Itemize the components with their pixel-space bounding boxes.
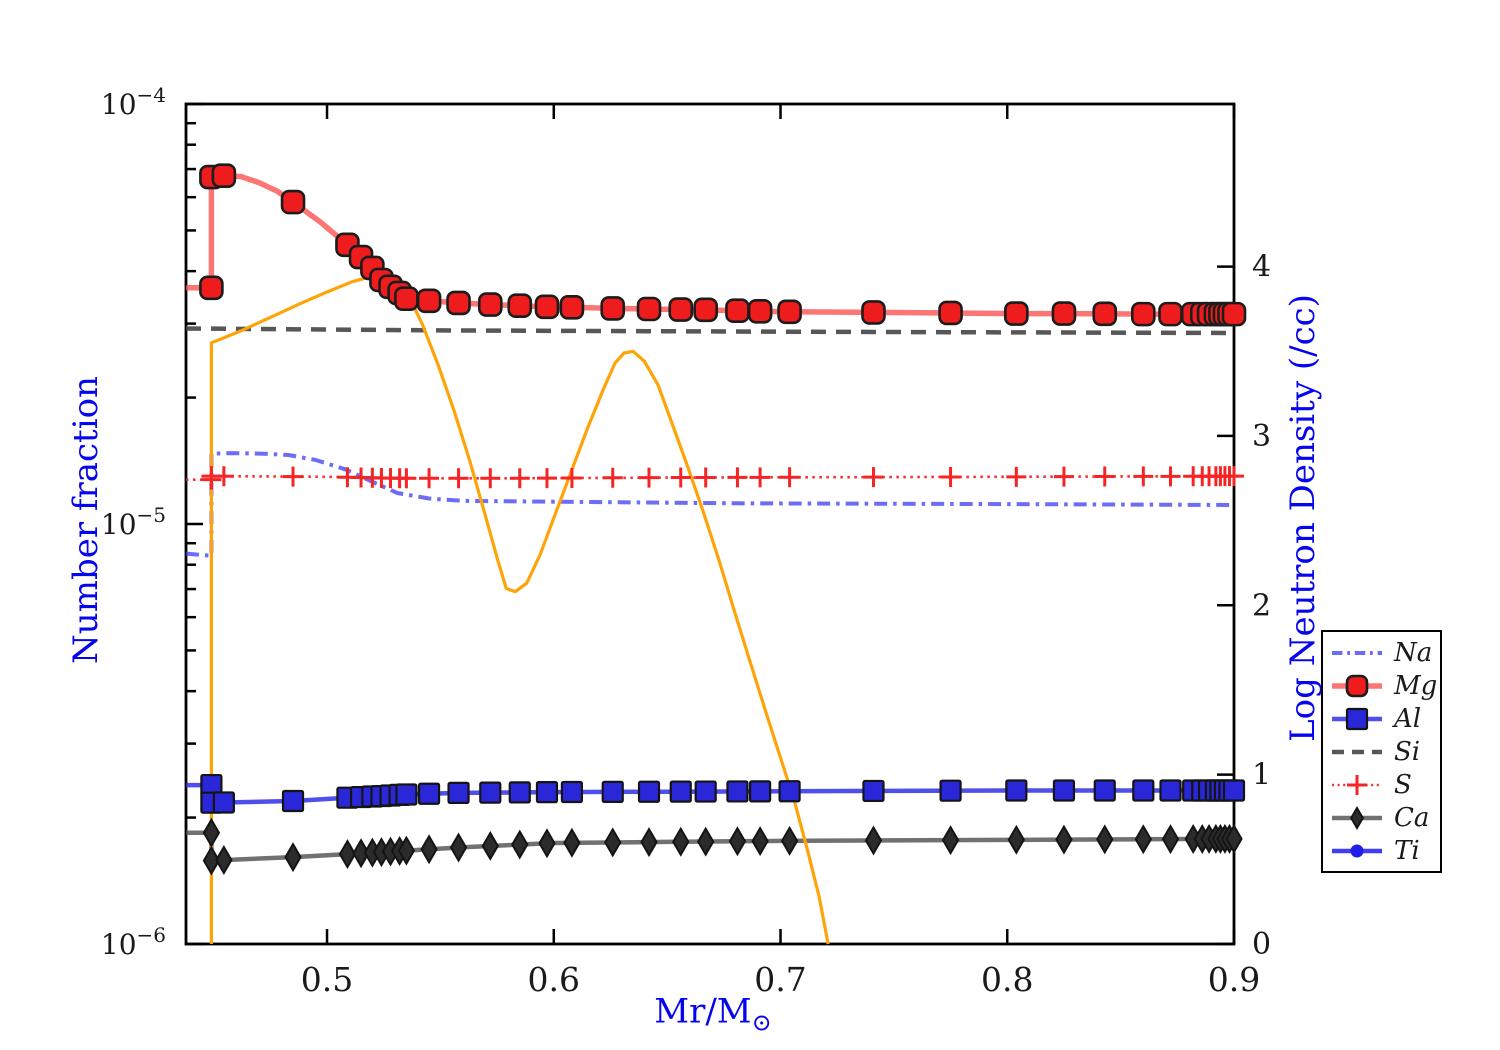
legend-item-ca: Ca (1329, 803, 1440, 833)
y-axis-label-right: Log Neutron Density (/cc) (1283, 294, 1323, 742)
legend-label-ca: Ca (1394, 802, 1430, 833)
y-right-tick-label: 4 (1252, 250, 1271, 285)
series-Na-line (185, 451, 1235, 558)
y-right-tick-label: 2 (1252, 588, 1271, 623)
legend: Na Mg Al Si S Ca Ti (1321, 630, 1442, 873)
y-right-ticks: 0 1 2 3 4 (1217, 250, 1271, 962)
legend-label-al: Al (1394, 703, 1422, 734)
y-left-ticks: 10−4 10−5 10−6 (101, 83, 203, 961)
y-left-tick-label: 10−4 (101, 83, 166, 121)
y-right-tick-label: 1 (1252, 758, 1271, 793)
legend-label-na: Na (1394, 637, 1433, 668)
sun-symbol: ⊙ (751, 1008, 772, 1037)
legend-item-s: S (1329, 770, 1440, 800)
legend-sample-mg (1332, 674, 1382, 697)
legend-sample-s (1332, 774, 1382, 795)
x-tick-label: 0.8 (981, 960, 1033, 999)
series-Al-markers (200, 773, 1246, 814)
series-Si-line (185, 326, 1235, 336)
x-axis-label-text: Mr/M (654, 991, 752, 1032)
legend-label-si: Si (1394, 736, 1421, 767)
y-right-tick-label: 3 (1252, 419, 1271, 454)
legend-item-si: Si (1329, 737, 1440, 767)
legend-label-ti: Ti (1394, 835, 1420, 866)
x-tick-label: 0.9 (1208, 960, 1260, 999)
legend-sample-ca (1332, 805, 1382, 830)
series-Mg-markers (199, 163, 1247, 327)
legend-item-ti: Ti (1329, 836, 1440, 866)
plot-frame (184, 102, 1236, 946)
y-left-tick-label: 10−6 (101, 923, 166, 961)
y-axis-label-left: Number fraction (66, 376, 106, 664)
x-axis-label: Mr/M⊙ (654, 992, 771, 1037)
legend-sample-na (1332, 650, 1382, 655)
legend-item-mg: Mg (1329, 671, 1440, 701)
legend-item-al: Al (1329, 704, 1440, 734)
x-tick-label: 0.6 (528, 960, 580, 999)
series-Ca-markers (202, 817, 1243, 876)
x-tick-label: 0.7 (754, 960, 806, 999)
x-axis-ticks: 0.5 0.6 0.7 0.8 0.9 (301, 104, 1260, 999)
legend-item-na: Na (1329, 638, 1440, 668)
legend-sample-si (1332, 749, 1382, 754)
legend-label-s: S (1394, 769, 1412, 800)
x-tick-label: 0.5 (301, 960, 353, 999)
y-left-tick-label: 10−5 (101, 503, 166, 541)
legend-label-mg: Mg (1394, 670, 1438, 701)
legend-sample-al (1332, 707, 1382, 730)
y-right-tick-label: 0 (1252, 927, 1271, 962)
series-S-markers (201, 466, 1244, 490)
legend-sample-ti (1332, 844, 1382, 857)
